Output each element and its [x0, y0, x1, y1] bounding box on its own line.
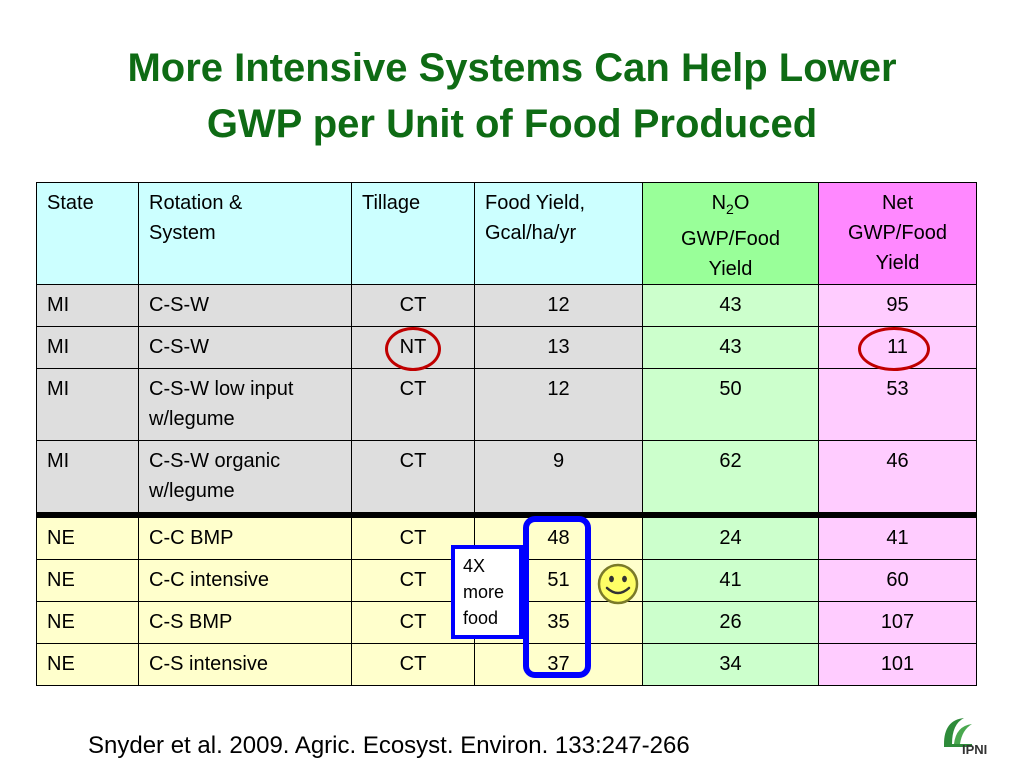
cell-net: 11: [818, 326, 977, 369]
cell-tillage: CT: [351, 440, 475, 516]
cell-net: 53: [818, 368, 977, 441]
cell-net: 46: [818, 440, 977, 516]
cell-system: C-C intensive: [138, 559, 352, 602]
cell-n2o: 41: [642, 559, 819, 602]
cell-tillage: CT: [351, 643, 475, 686]
callout-line-2: more: [463, 582, 505, 602]
header-rotation-line-1: Rotation &: [149, 192, 243, 214]
header-net-line-2: GWP/Food: [848, 222, 947, 244]
cell-system: C-S intensive: [138, 643, 352, 686]
cell-state: MI: [36, 326, 139, 369]
cell-n2o: 43: [642, 326, 819, 369]
smiley-face-icon: [597, 563, 639, 605]
cell-system: C-C BMP: [138, 512, 352, 560]
cell-net: 41: [818, 512, 977, 560]
cell-system-line-2: w/legume: [149, 408, 235, 430]
n2o-subscript: 2: [726, 201, 734, 217]
header-tillage: Tillage: [351, 182, 475, 285]
table-row: NE C-S intensive CT 37 34 101: [36, 643, 977, 686]
cell-n2o: 62: [642, 440, 819, 516]
header-rotation: Rotation & System: [138, 182, 352, 285]
cell-tillage: NT: [351, 326, 475, 369]
cell-n2o: 43: [642, 284, 819, 327]
header-state: State: [36, 182, 139, 285]
citation: Snyder et al. 2009. Agric. Ecosyst. Envi…: [88, 732, 690, 759]
header-yield-line-1: Food Yield,: [485, 192, 586, 214]
cell-state: MI: [36, 284, 139, 327]
cell-system: C-S-W organic w/legume: [138, 440, 352, 516]
cell-n2o: 24: [642, 512, 819, 560]
cell-system: C-S-W: [138, 284, 352, 327]
header-net-line-1: Net: [881, 192, 914, 214]
table-row: MI C-S-W NT 13 43 11: [36, 326, 977, 369]
cell-state: NE: [36, 559, 139, 602]
cell-net: 60: [818, 559, 977, 602]
cell-tillage: CT: [351, 284, 475, 327]
table-row: MI C-S-W organic w/legume CT 9 62 46: [36, 440, 977, 516]
cell-net: 101: [818, 643, 977, 686]
cell-state: NE: [36, 643, 139, 686]
slide-title: More Intensive Systems Can Help Lower GW…: [0, 40, 1024, 152]
header-net-line-3: Yield: [875, 252, 920, 274]
cell-yield: 9: [474, 440, 643, 516]
title-line-1: More Intensive Systems Can Help Lower: [127, 46, 897, 90]
cell-state: MI: [36, 440, 139, 516]
ipni-logo-icon: [944, 718, 972, 747]
cell-net: 107: [818, 601, 977, 644]
table-row: MI C-S-W CT 12 43 95: [36, 284, 977, 327]
cell-system-line-1: C-S-W organic: [149, 450, 281, 472]
cell-n2o: 26: [642, 601, 819, 644]
header-rotation-line-2: System: [149, 222, 216, 244]
table-row: MI C-S-W low input w/legume CT 12 50 53: [36, 368, 977, 441]
title-line-2: GWP per Unit of Food Produced: [206, 102, 818, 146]
header-net-gwp: Net GWP/Food Yield: [818, 182, 977, 285]
cell-state: MI: [36, 368, 139, 441]
cell-system-line-2: w/legume: [149, 480, 235, 502]
n2o-suffix: O: [733, 192, 750, 214]
cell-n2o: 50: [642, 368, 819, 441]
cell-system: C-S BMP: [138, 601, 352, 644]
ipni-logo-text: IPNI: [962, 742, 988, 757]
cell-yield: 13: [474, 326, 643, 369]
header-n2o-gwp: N2O GWP/Food Yield: [642, 182, 819, 285]
cell-yield: 37: [474, 643, 643, 686]
header-food-yield: Food Yield, Gcal/ha/yr: [474, 182, 643, 285]
callout-line-1: 4X: [463, 556, 486, 576]
cell-system: C-S-W low input w/legume: [138, 368, 352, 441]
cell-system: C-S-W: [138, 326, 352, 369]
header-yield-line-2: Gcal/ha/yr: [485, 222, 577, 244]
cell-tillage: CT: [351, 368, 475, 441]
header-n2o-line-2: GWP/Food: [681, 228, 780, 250]
cell-system-line-1: C-S-W low input: [149, 378, 294, 400]
cell-n2o: 34: [642, 643, 819, 686]
header-n2o-line-3: Yield: [708, 258, 753, 280]
cell-yield: 12: [474, 368, 643, 441]
header-row: State Rotation & System Tillage Food Yie…: [36, 182, 977, 285]
n2o-prefix: N: [711, 192, 727, 214]
header-n2o-line-1: N2O: [653, 188, 808, 224]
cell-net: 95: [818, 284, 977, 327]
four-x-more-food-callout: 4X more food: [451, 545, 523, 639]
cell-state: NE: [36, 601, 139, 644]
callout-line-3: food: [463, 608, 499, 628]
cell-state: NE: [36, 512, 139, 560]
cell-yield: 12: [474, 284, 643, 327]
